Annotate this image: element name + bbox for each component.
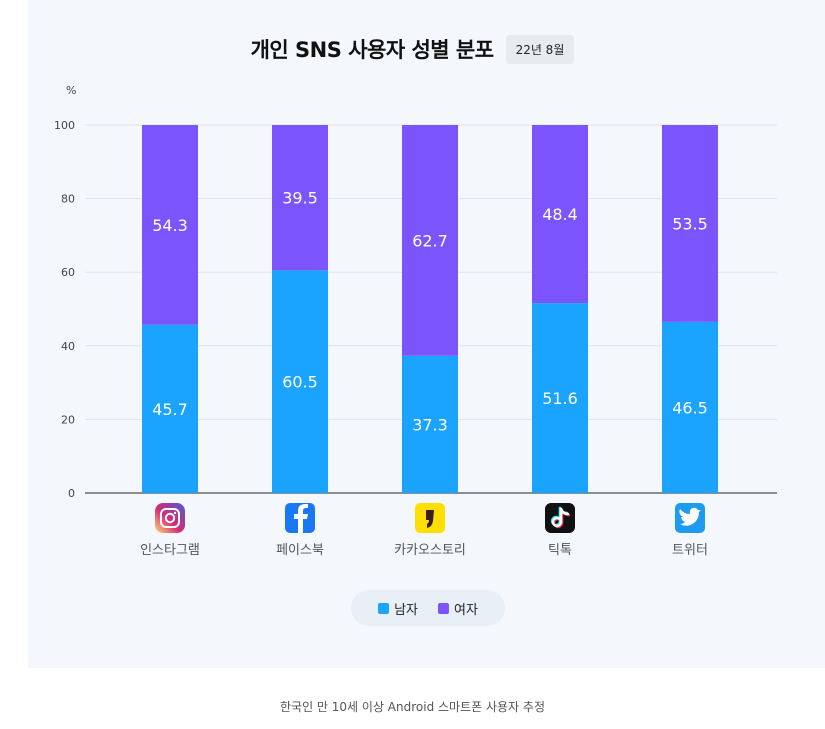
data-label-female: 54.3 — [152, 216, 188, 235]
bar-segment-female — [402, 125, 458, 356]
chart-title: 개인 SNS 사용자 성별 분포 — [250, 38, 494, 62]
legend-label-female: 여자 — [454, 602, 478, 618]
category-label: 틱톡 — [548, 543, 572, 558]
y-tick-label: 0 — [68, 487, 75, 500]
bar-segment-male — [532, 303, 588, 493]
y-tick-label: 60 — [61, 266, 75, 279]
y-unit-label: % — [66, 84, 76, 97]
data-label-male: 51.6 — [542, 389, 578, 408]
stacked-bar-chart: % 0 20 40 60 80 100 45.7 54.3 인스타그램 60.5 39.5 페이스북… — [54, 84, 777, 558]
data-label-female: 39.5 — [282, 189, 318, 208]
legend: 남자 여자 — [351, 590, 505, 626]
kakaostory-icon — [415, 503, 445, 533]
y-tick-label: 80 — [61, 193, 75, 206]
category-label: 카카오스토리 — [394, 543, 466, 558]
bar-segment-female — [532, 125, 588, 304]
data-label-male: 46.5 — [672, 398, 708, 417]
category-label: 인스타그램 — [140, 543, 200, 558]
bar-segment-male — [662, 321, 718, 493]
legend-item-female: 여자 — [438, 599, 478, 618]
data-label-female: 53.5 — [672, 214, 708, 233]
bar-segment-female — [662, 125, 718, 322]
y-tick-label: 40 — [61, 340, 75, 353]
twitter-icon — [675, 503, 705, 533]
bar-segment-female — [142, 125, 198, 325]
title-row: 개인 SNS 사용자 성별 분포 22년 8월 — [0, 32, 825, 66]
footnote: 한국인 만 10세 이상 Android 스마트폰 사용자 추정 — [279, 700, 545, 714]
legend-label-male: 남자 — [394, 602, 418, 618]
y-tick-label: 100 — [54, 119, 75, 132]
legend-swatch-male — [378, 602, 390, 614]
instagram-icon — [155, 503, 185, 533]
data-label-male: 45.7 — [152, 400, 188, 419]
y-tick-label: 20 — [61, 413, 75, 426]
bar-segment-female — [272, 125, 328, 271]
bar-segment-male — [142, 324, 198, 493]
category-label: 트위터 — [672, 543, 708, 558]
tiktok-icon — [545, 503, 575, 533]
facebook-icon — [285, 503, 315, 533]
bar-segment-male — [402, 355, 458, 493]
legend-swatch-female — [438, 602, 449, 614]
bar-segment-male — [272, 270, 328, 493]
data-label-female: 48.4 — [542, 205, 578, 224]
category-label: 페이스북 — [276, 543, 324, 558]
date-badge: 22년 8월 — [505, 34, 575, 64]
data-label-female: 62.7 — [412, 231, 448, 250]
data-label-male: 60.5 — [282, 373, 318, 392]
legend-item-male: 남자 — [378, 599, 418, 618]
data-label-male: 37.3 — [412, 415, 448, 434]
